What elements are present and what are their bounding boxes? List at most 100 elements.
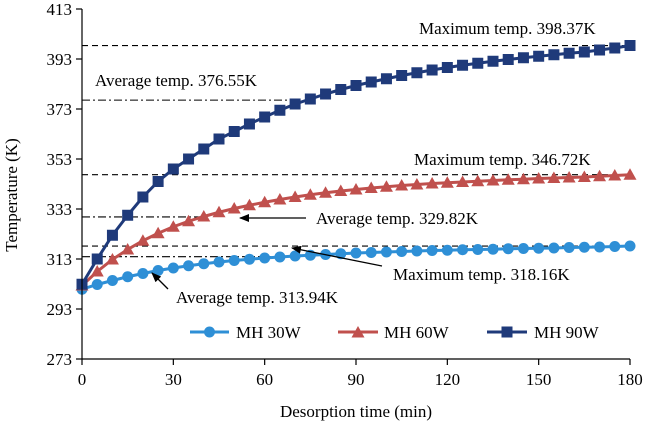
annotation-max-90: Maximum temp. 398.37K [419, 19, 596, 38]
point-mh-90w-65 [274, 104, 286, 116]
point-mh-90w-10 [106, 229, 118, 241]
point-mh-90w-140 [502, 54, 514, 65]
point-mh-60w-35 [182, 214, 196, 227]
point-mh-30w-65 [274, 251, 286, 263]
annotation-max-30: Maximum temp. 318.16K [393, 265, 570, 284]
point-mh-30w-120 [441, 244, 453, 256]
point-mh-90w-180 [624, 40, 636, 51]
point-mh-30w-180 [624, 240, 636, 252]
point-mh-90w-110 [411, 67, 423, 79]
point-mh-30w-140 [502, 243, 514, 255]
point-mh-90w-20 [137, 191, 149, 203]
point-mh-60w-175 [608, 169, 622, 181]
point-mh-60w-30 [166, 220, 180, 232]
point-mh-30w-10 [106, 275, 118, 286]
point-mh-30w-105 [396, 246, 408, 257]
point-mh-60w-130 [471, 174, 485, 187]
point-mh-90w-85 [335, 84, 347, 95]
point-mh-60w-140 [501, 173, 515, 185]
x-tick-label-120: 120 [435, 370, 461, 389]
legend-label-mh-90w: MH 90W [534, 323, 600, 342]
point-mh-90w-125 [457, 59, 469, 71]
point-mh-30w-50 [228, 255, 240, 266]
point-mh-30w-55 [243, 253, 255, 265]
point-mh-60w-120 [440, 176, 454, 188]
point-mh-90w-30 [167, 163, 179, 175]
y-tick-label-333: 333 [47, 200, 73, 219]
point-mh-60w-150 [532, 172, 546, 184]
point-mh-60w-55 [242, 198, 256, 211]
axes: 0 30 60 90 120 150 180 273 293 313 333 353 373 393 413 [47, 0, 643, 389]
point-mh-60w-15 [121, 243, 135, 255]
point-mh-60w-20 [136, 234, 150, 246]
x-tick-label-90: 90 [348, 370, 365, 389]
point-mh-90w-175 [609, 42, 621, 54]
point-mh-30w-20 [137, 268, 149, 279]
point-mh-30w-170 [594, 241, 606, 253]
point-mh-30w-115 [426, 245, 438, 256]
point-mh-30w-90 [350, 247, 362, 259]
point-mh-90w-70 [289, 98, 301, 110]
point-mh-30w-15 [122, 271, 134, 283]
x-tick-label-180: 180 [617, 370, 643, 389]
point-mh-30w-30 [167, 262, 179, 274]
annotation-avg-60: Average temp. 329.82K [316, 209, 479, 228]
point-mh-60w-160 [562, 171, 576, 183]
x-tick-label-60: 60 [256, 370, 273, 389]
point-mh-90w-50 [228, 126, 240, 137]
point-mh-90w-15 [122, 209, 134, 221]
point-mh-90w-150 [533, 50, 545, 62]
point-mh-90w-90 [350, 80, 362, 91]
legend: MH 30W MH 60W MH 90W [190, 323, 600, 342]
point-mh-60w-170 [593, 169, 607, 182]
point-mh-90w-25 [152, 176, 164, 187]
point-mh-30w-145 [517, 243, 529, 254]
y-tick-label-373: 373 [47, 100, 73, 119]
point-mh-90w-115 [426, 64, 438, 76]
point-mh-60w-10 [105, 253, 119, 265]
legend-label-mh-60w: MH 60W [384, 323, 450, 342]
point-mh-60w-115 [425, 177, 439, 189]
point-mh-90w-40 [198, 143, 210, 155]
annotation-arrow-max-30 [291, 245, 383, 267]
point-mh-60w-45 [212, 205, 226, 218]
point-mh-30w-85 [335, 248, 347, 260]
point-mh-60w-80 [319, 186, 333, 198]
point-mh-60w-95 [364, 181, 378, 193]
point-mh-60w-155 [547, 171, 561, 183]
point-mh-60w-110 [410, 178, 424, 190]
legend-marker-mh-90w [501, 326, 513, 338]
annotation-avg-90: Average temp. 376.55K [95, 71, 258, 90]
point-mh-90w-170 [594, 44, 606, 56]
legend-label-mh-30w: MH 30W [236, 323, 302, 342]
y-tick-label-293: 293 [47, 300, 73, 319]
point-mh-30w-70 [289, 250, 301, 262]
point-mh-30w-95 [365, 247, 377, 258]
point-mh-60w-70 [288, 190, 302, 202]
x-tick-label-30: 30 [165, 370, 182, 389]
point-mh-60w-105 [395, 179, 409, 191]
y-tick-label-273: 273 [47, 350, 73, 369]
reference-lines [82, 45, 630, 258]
annotation-max-60: Maximum temp. 346.72K [414, 150, 591, 169]
series-layer [75, 40, 637, 295]
y-tick-label-393: 393 [47, 50, 73, 69]
point-mh-60w-90 [349, 183, 363, 195]
point-mh-90w-80 [320, 88, 332, 100]
point-mh-30w-135 [487, 243, 499, 255]
point-mh-90w-35 [183, 153, 195, 165]
point-mh-90w-145 [517, 52, 529, 64]
point-mh-90w-160 [563, 47, 575, 59]
point-mh-30w-155 [548, 242, 560, 254]
point-mh-30w-60 [259, 252, 271, 264]
point-mh-60w-65 [273, 193, 287, 205]
point-mh-90w-45 [213, 133, 225, 145]
point-mh-60w-5 [90, 265, 104, 277]
point-mh-60w-125 [456, 175, 470, 187]
point-mh-90w-135 [487, 55, 499, 67]
legend-marker-mh-30w [204, 326, 215, 338]
point-mh-30w-110 [411, 245, 423, 257]
point-mh-90w-55 [243, 118, 255, 130]
